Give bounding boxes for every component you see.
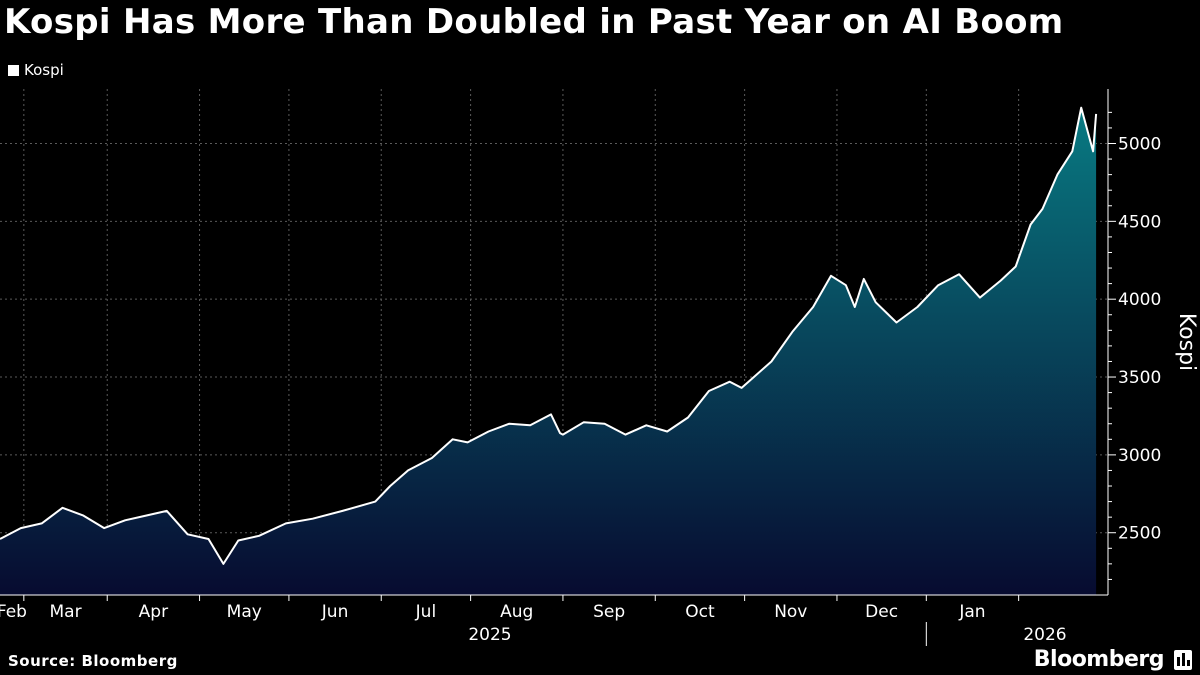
x-tick-label: Dec	[865, 602, 898, 622]
y-tick-label: 3000	[1118, 446, 1161, 466]
x-tick-label: Jun	[321, 602, 349, 622]
x-tick-label: Aug	[500, 602, 533, 622]
y-tick-label: 2500	[1118, 524, 1161, 544]
x-tick-label: Nov	[774, 602, 807, 622]
x-tick-label: May	[227, 602, 262, 622]
x-tick-label: Sep	[593, 602, 625, 622]
x-tick-label: Oct	[685, 602, 715, 622]
x-tick-label: Jan	[958, 602, 985, 622]
year-label: 2025	[468, 625, 511, 645]
series-line	[0, 106, 1098, 565]
chart-title: Kospi Has More Than Doubled in Past Year…	[4, 2, 1064, 42]
year-label: 2026	[1023, 625, 1066, 645]
y-tick-label: 5000	[1118, 134, 1161, 154]
y-tick-label: 3500	[1118, 368, 1161, 388]
x-tick-label: Mar	[49, 602, 81, 622]
x-tick-label: Feb	[0, 602, 27, 622]
y-axis-label: Kospi	[1174, 313, 1199, 371]
y-tick-label: 4000	[1118, 290, 1161, 310]
legend: Kospi	[8, 61, 64, 79]
x-tick-label: Jul	[415, 602, 437, 622]
x-tick-label: Apr	[139, 602, 168, 622]
bar-chart-icon	[1174, 650, 1192, 670]
series-area	[0, 107, 1097, 595]
legend-swatch	[8, 64, 19, 76]
bloomberg-logo: Bloomberg	[1033, 647, 1165, 672]
source-note: Source: Bloomberg	[8, 652, 178, 670]
y-tick-label: 4500	[1118, 212, 1161, 232]
legend-label: Kospi	[24, 61, 64, 79]
